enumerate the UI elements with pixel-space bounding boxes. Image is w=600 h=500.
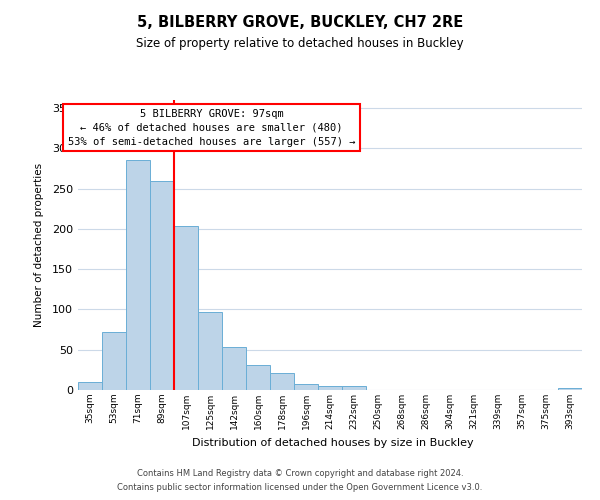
Bar xyxy=(102,332,126,390)
Bar xyxy=(150,180,174,390)
Text: Size of property relative to detached houses in Buckley: Size of property relative to detached ho… xyxy=(136,38,464,51)
Text: Contains HM Land Registry data © Crown copyright and database right 2024.: Contains HM Land Registry data © Crown c… xyxy=(137,468,463,477)
Bar xyxy=(174,226,198,390)
Bar xyxy=(558,388,582,390)
Text: 5 BILBERRY GROVE: 97sqm
← 46% of detached houses are smaller (480)
53% of semi-d: 5 BILBERRY GROVE: 97sqm ← 46% of detache… xyxy=(68,108,355,146)
Y-axis label: Number of detached properties: Number of detached properties xyxy=(34,163,44,327)
Bar xyxy=(342,386,366,390)
Bar xyxy=(318,386,342,390)
Text: 5, BILBERRY GROVE, BUCKLEY, CH7 2RE: 5, BILBERRY GROVE, BUCKLEY, CH7 2RE xyxy=(137,15,463,30)
Bar xyxy=(246,365,270,390)
Text: Contains public sector information licensed under the Open Government Licence v3: Contains public sector information licen… xyxy=(118,484,482,492)
Bar xyxy=(222,348,246,390)
Bar xyxy=(78,382,102,390)
Bar xyxy=(294,384,318,390)
Bar xyxy=(198,312,222,390)
Text: Distribution of detached houses by size in Buckley: Distribution of detached houses by size … xyxy=(192,438,474,448)
Bar xyxy=(270,373,294,390)
Bar xyxy=(126,160,150,390)
